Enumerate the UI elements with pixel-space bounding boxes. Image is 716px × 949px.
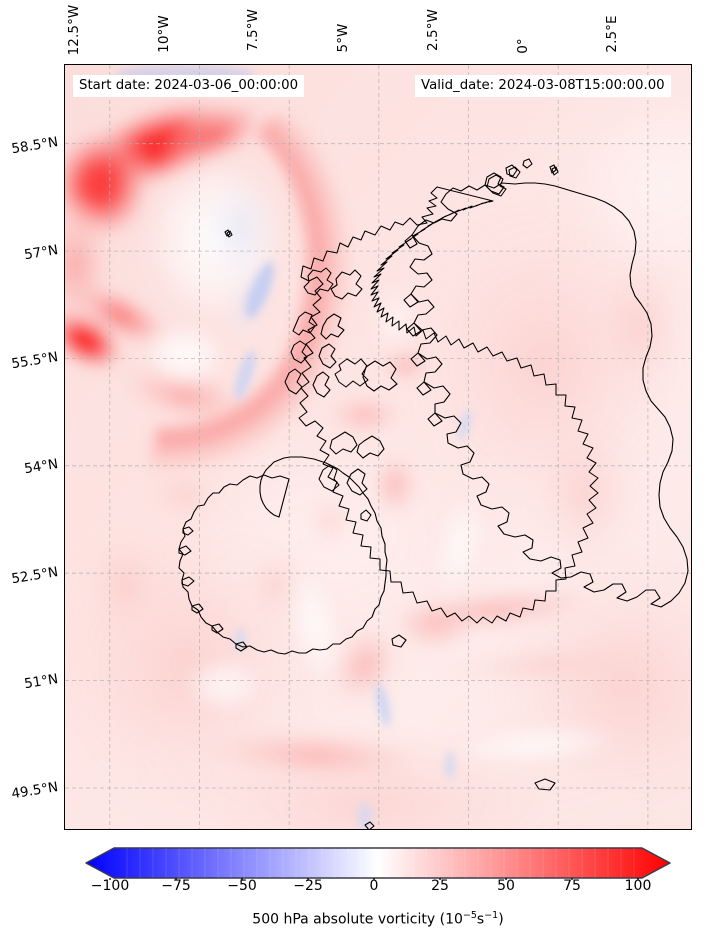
- lon-tick-0: 12.5°W: [66, 4, 82, 56]
- cb-tick-2: −50: [227, 878, 257, 894]
- cb-tick-0: −100: [90, 878, 130, 894]
- colorbar-label: 500 hPa absolute vorticity (10−5s−1): [64, 910, 692, 928]
- lat-tick-0: 58.5°N: [10, 134, 60, 158]
- cb-tick-8: 100: [624, 878, 652, 894]
- lon-tick-1: 10°W: [156, 15, 172, 53]
- lat-tick-1: 57°N: [23, 242, 60, 264]
- cb-tick-3: −25: [293, 878, 323, 894]
- colorbar-label-main: 500 hPa absolute vorticity (10: [252, 911, 463, 928]
- lat-tick-3: 54°N: [23, 456, 60, 478]
- lon-tick-5: 0°: [515, 38, 531, 54]
- coastlines-final-visible: [178, 158, 689, 829]
- lon-tick-4: 2.5°W: [425, 8, 441, 52]
- colorbar[interactable]: −100 −75 −50 −25 0 25 50 75 100 500 hPa …: [64, 846, 692, 928]
- lat-tick-2: 55.5°N: [10, 349, 60, 373]
- lat-tick-5: 51°N: [23, 671, 60, 693]
- cb-tick-6: 50: [497, 878, 515, 894]
- colorbar-label-mid: s: [476, 911, 485, 928]
- colorbar-label-end: ): [498, 911, 504, 928]
- lon-tick-3: 5°W: [335, 23, 351, 53]
- coastlines: [298, 186, 599, 624]
- cb-tick-1: −75: [161, 878, 191, 894]
- gridlines: [65, 65, 691, 829]
- lon-tick-6: 2.5°E: [604, 15, 620, 53]
- colorbar-label-exp1: −5: [462, 910, 477, 921]
- cb-tick-7: 75: [563, 878, 581, 894]
- start-date-annotation: Start date: 2024-03-06_00:00:00: [73, 75, 305, 98]
- valid-date-annotation: Valid_date: 2024-03-08T15:00:00.00: [415, 75, 671, 98]
- colorbar-gradient: [85, 847, 671, 880]
- lat-tick-4: 52.5°N: [10, 564, 60, 588]
- cb-tick-4: 0: [369, 878, 379, 894]
- colorbar-label-exp2: −1: [484, 910, 499, 921]
- map-axes[interactable]: Start date: 2024-03-06_00:00:00 Valid_da…: [64, 64, 692, 830]
- cb-tick-5: 25: [431, 878, 449, 894]
- lat-tick-6: 49.5°N: [10, 779, 60, 803]
- vorticity-field: [65, 65, 691, 829]
- lon-tick-2: 7.5°W: [245, 8, 261, 52]
